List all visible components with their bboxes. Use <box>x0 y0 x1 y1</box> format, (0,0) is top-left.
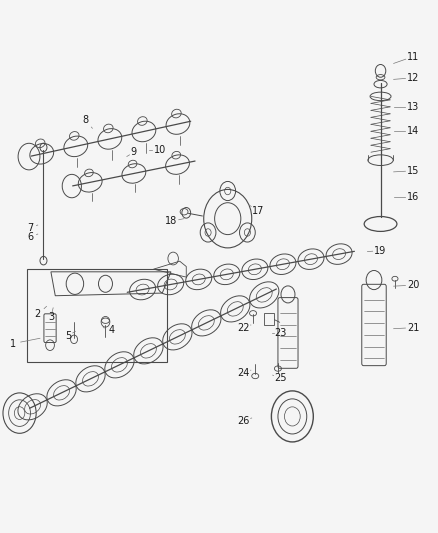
Text: 9: 9 <box>131 147 137 157</box>
Text: 7: 7 <box>27 223 34 233</box>
Text: 22: 22 <box>237 322 249 333</box>
Text: 17: 17 <box>252 206 265 216</box>
Text: 2: 2 <box>35 309 41 319</box>
Text: 3: 3 <box>48 312 54 322</box>
Text: 6: 6 <box>27 232 33 243</box>
Text: 12: 12 <box>407 73 420 83</box>
Text: 11: 11 <box>407 52 420 61</box>
Text: 24: 24 <box>237 368 249 378</box>
Bar <box>264 313 275 325</box>
Text: 20: 20 <box>407 280 420 290</box>
Text: 13: 13 <box>407 102 420 112</box>
Text: 16: 16 <box>407 192 420 203</box>
Text: 18: 18 <box>165 216 177 227</box>
Text: 1: 1 <box>10 338 16 349</box>
Text: 21: 21 <box>407 322 420 333</box>
Text: 14: 14 <box>407 126 420 136</box>
Text: 5: 5 <box>65 330 71 341</box>
Text: 10: 10 <box>154 144 166 155</box>
Text: 26: 26 <box>237 416 249 426</box>
Text: 8: 8 <box>83 115 89 125</box>
Text: 25: 25 <box>274 373 286 383</box>
Text: 15: 15 <box>407 166 420 176</box>
Text: 19: 19 <box>374 246 387 255</box>
Text: 23: 23 <box>274 328 286 338</box>
Text: 4: 4 <box>109 325 115 335</box>
